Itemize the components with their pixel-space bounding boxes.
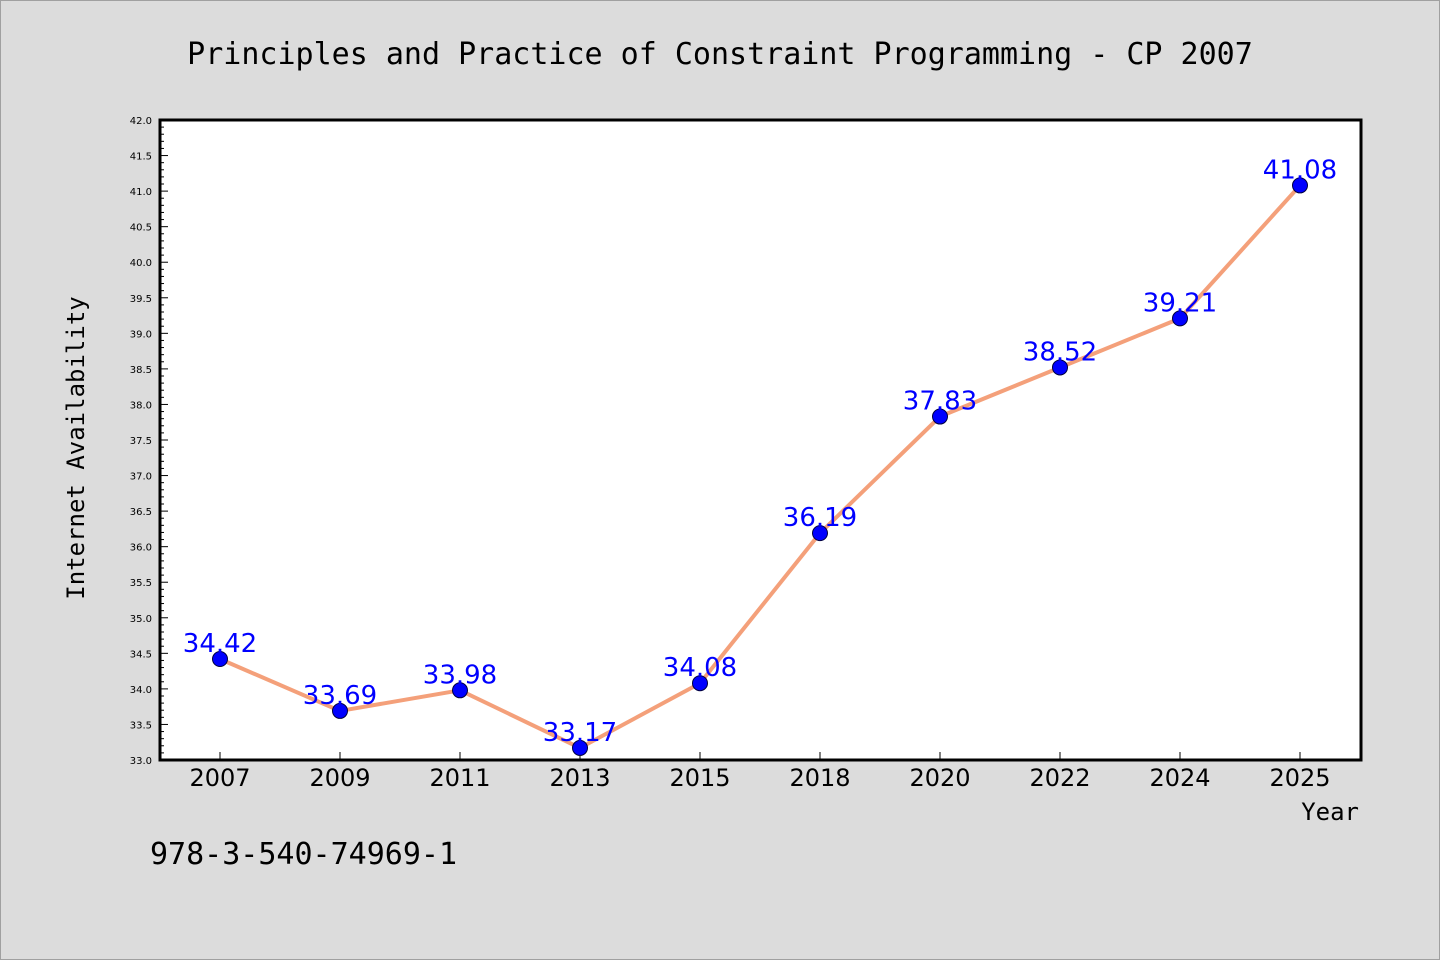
data-label: 34.42 [183, 629, 257, 659]
x-axis-label: Year [1301, 798, 1359, 826]
data-labels: 34.42 33.69 33.98 33.17 34.08 36.19 37.83 38.52… [183, 155, 1337, 747]
data-point [1052, 359, 1068, 376]
data-label: 38.52 [1023, 337, 1097, 367]
footnote-isbn: 978-3-540-74969-1 [150, 837, 457, 872]
y-tick-label: 37.0 [130, 472, 152, 483]
data-point [932, 408, 948, 425]
y-tick-label: 38.0 [130, 400, 152, 411]
y-tick-label: 40.5 [130, 223, 152, 234]
data-point [1292, 177, 1308, 194]
x-tick-label: 2022 [1029, 764, 1090, 792]
y-tick-label: 34.0 [130, 685, 152, 696]
data-point [692, 675, 708, 692]
x-tick-label: 2020 [909, 764, 970, 792]
data-point [572, 739, 588, 756]
series-line [218, 183, 1302, 750]
y-tick-label: 39.5 [130, 294, 152, 305]
y-tick-label: 36.0 [130, 543, 152, 554]
x-tick-label: 2024 [1149, 764, 1210, 792]
y-tick-label: 33.5 [130, 720, 152, 731]
data-label: 33.69 [303, 681, 377, 711]
data-point [812, 525, 828, 542]
y-tick-label: 36.5 [130, 507, 152, 518]
series-markers [212, 177, 1308, 756]
y-tick-label: 35.5 [130, 578, 152, 589]
y-tick-label: 37.5 [130, 436, 152, 447]
data-label: 41.08 [1263, 155, 1337, 185]
y-tick-label: 33.0 [130, 756, 152, 767]
data-label: 33.98 [423, 660, 497, 690]
y-tick-label: 35.0 [130, 614, 152, 625]
chart-title: Principles and Practice of Constraint Pr… [187, 37, 1253, 72]
data-label: 36.19 [783, 503, 857, 533]
y-tick-label: 41.0 [130, 187, 152, 198]
x-tick-label: 2007 [189, 764, 250, 792]
plot-frame [158, 118, 1363, 762]
series-polyline [218, 183, 1302, 750]
data-point [1172, 310, 1188, 327]
y-tick-label: 40.0 [130, 258, 152, 269]
y-tick-label: 34.5 [130, 649, 152, 660]
data-label: 33.17 [543, 718, 617, 748]
data-label: 34.08 [663, 653, 737, 683]
x-tick-label: 2025 [1269, 764, 1330, 792]
plot-area [160, 120, 1361, 760]
y-tick-label: 42.0 [130, 116, 152, 127]
data-point [212, 651, 228, 668]
y-tick-label: 38.5 [130, 365, 152, 376]
x-tick-label: 2011 [429, 764, 490, 792]
data-label: 37.83 [903, 387, 977, 417]
x-tick-label: 2018 [789, 764, 850, 792]
y-tick-label: 41.5 [130, 152, 152, 163]
x-tick-label: 2013 [549, 764, 610, 792]
y-axis-label: Internet Availability [62, 296, 90, 599]
y-tick-label: 39.0 [130, 329, 152, 340]
data-label: 39.21 [1143, 288, 1217, 318]
data-point [452, 682, 468, 699]
x-tick-label: 2015 [669, 764, 730, 792]
x-tick-label: 2009 [309, 764, 370, 792]
data-point [332, 702, 348, 719]
